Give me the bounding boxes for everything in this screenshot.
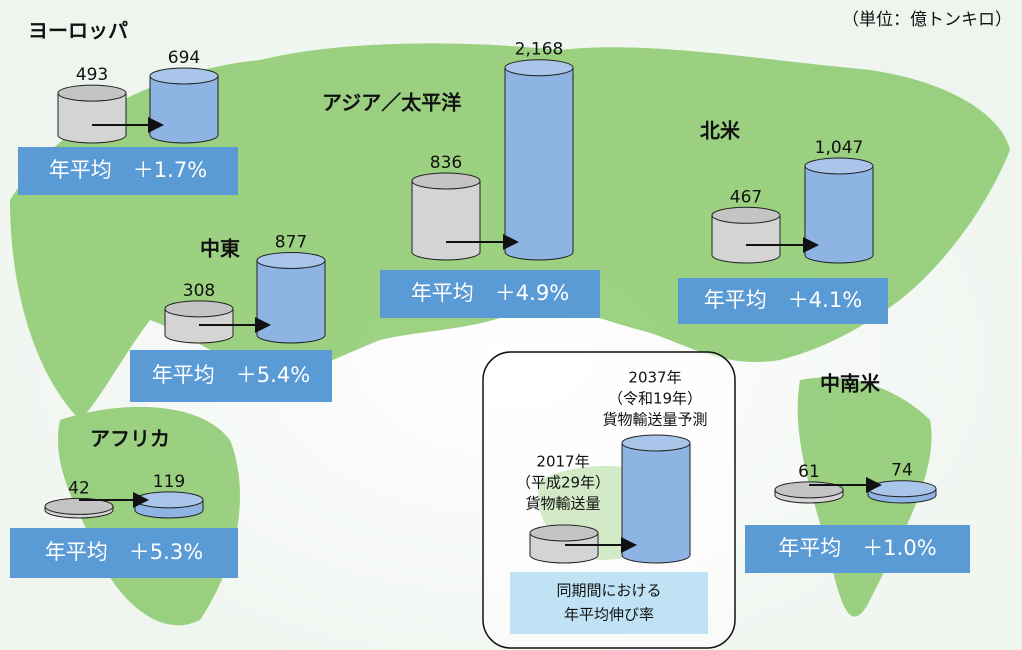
region-name: 北米 [700,119,741,143]
cylinder [411,172,481,261]
cylinder-body [622,443,690,555]
legend-actual: 2017年 [536,453,589,471]
legend-forecast: 2037年 [628,369,681,387]
value-label: 119 [153,472,185,492]
value-label: 2,168 [515,40,564,60]
legend-growth-box [510,572,708,634]
cylinder [164,300,234,344]
growth-label: 年平均 ＋4.9% [411,281,569,305]
cylinder [867,480,937,504]
legend-growth: 同期間における [556,582,661,600]
cylinder-top [164,300,234,318]
cylinder-body [505,67,573,252]
value-label: 74 [891,461,913,481]
growth-label: 年平均 ＋5.3% [45,540,203,564]
growth-box [745,525,970,573]
legend-forecast: 貨物輸送量予測 [602,411,707,429]
growth-label: 年平均 ＋1.7% [49,158,207,182]
region: アフリカ 42 119 年平均 ＋5.3% [10,427,238,578]
value-label: 694 [168,48,200,68]
region-name: 中東 [200,237,240,261]
value-label: 836 [430,153,462,173]
cylinder [44,497,114,519]
growth-label: 年平均 ＋1.0% [778,536,936,560]
region: 中東 308 877 年平均 ＋5.4% [130,232,332,402]
cylinder [804,157,874,264]
cylinder-top [149,67,219,85]
regions: ヨーロッパ 493 694 年平均 ＋1.7% アジア／太平洋 836 2,168 年平均 ＋… [10,19,970,578]
unit: （単位：億トンキロ） [842,10,1012,30]
region-name: 中南米 [820,372,881,396]
legend-forecast: （令和19年） [608,390,702,408]
cylinder-top [411,172,481,190]
growth-box [380,270,600,318]
cylinder-top [44,497,114,515]
region-name: アフリカ [90,427,170,451]
cylinder-top [621,434,691,452]
cylinder-top [256,251,326,269]
growth-box [678,278,888,324]
cylinder-top [804,157,874,175]
region-name: アジア／太平洋 [322,91,461,115]
cylinder [256,251,326,344]
value-label: 308 [183,281,215,301]
value-label: 493 [76,65,108,85]
legend-actual: 貨物輸送量 [525,495,600,513]
cylinder [504,59,574,261]
region: ヨーロッパ 493 694 年平均 ＋1.7% [18,19,238,195]
cylinder-body [257,260,325,335]
growth-label: 年平均 ＋5.4% [152,363,310,387]
value-label: 1,047 [815,138,864,158]
region-name: ヨーロッパ [28,19,128,43]
cylinder-body [412,180,480,252]
legend: 2037年 （令和19年） 貨物輸送量予測 2017年 （平成29年） 貨物輸送量同期間に… [510,369,708,634]
cylinder [529,524,599,564]
cylinder [621,434,691,564]
value-label: 42 [68,478,90,498]
legend-growth: 年平均伸び率 [564,606,654,624]
cylinder [57,84,127,144]
legend-actual: （平成29年） [516,474,610,492]
growth-box [130,350,332,402]
cylinder [134,491,204,519]
growth-box [10,528,238,578]
cylinder-body [150,76,218,135]
cylinder-top [711,206,781,224]
value-label: 61 [798,462,820,482]
cylinder-body [805,166,873,255]
cylinder-top [529,524,599,542]
growth-box [18,147,238,195]
value-label: 467 [730,187,762,207]
cylinder-top [867,480,937,498]
cylinder-top [504,59,574,77]
region: 中南米 61 74 年平均 ＋1.0% [745,372,970,573]
cylinder [149,67,219,144]
region: アジア／太平洋 836 2,168 年平均 ＋4.9% [322,40,600,318]
cylinder [711,206,781,264]
region: 北米 467 1,047 年平均 ＋4.1% [678,119,888,324]
growth-label: 年平均 ＋4.1% [704,288,862,312]
cylinder-top [57,84,127,102]
value-label: 877 [275,232,307,252]
